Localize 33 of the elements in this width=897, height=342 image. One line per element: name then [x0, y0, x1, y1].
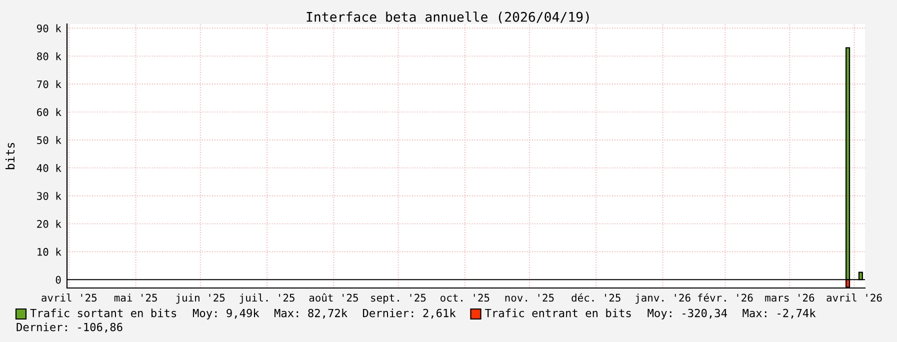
y-tick-label: 50 k — [37, 136, 62, 144]
y-tick-label: 90 k — [37, 24, 62, 32]
x-tick-label: janv. '26 — [636, 294, 690, 304]
text: Moy: -320,34 — [648, 308, 727, 320]
x-tick-label: juil. '25 — [240, 294, 294, 304]
text: Dernier: 2,61k — [362, 308, 456, 319]
y-tick-label: 70 k — [37, 80, 62, 88]
y-tick-label: 60 k — [37, 108, 62, 116]
text: Max: 82,72k — [274, 308, 348, 319]
y-axis-title: bits — [5, 142, 15, 170]
x-tick-label: avril '26 — [826, 294, 882, 302]
x-tick-label: mai '25 — [114, 294, 157, 302]
y-tick-label: 40 k — [36, 164, 62, 172]
x-tick-label: juin '25 — [176, 294, 225, 304]
x-tick-label: oct. '25 — [440, 294, 490, 302]
text: Dernier: -106,86 — [16, 322, 122, 333]
legend-label: Trafic entrant en bits — [485, 308, 631, 318]
y-tick-label: 10 k — [38, 248, 62, 256]
x-tick-label: avril '25 — [42, 294, 97, 302]
x-tick-label: nov. '25 — [505, 294, 554, 302]
text: Max: -2,74k — [742, 308, 816, 319]
y-tick-label: 20 k — [37, 220, 62, 228]
x-tick-label: août '25 — [309, 293, 358, 302]
legend-label: Trafic sortant en bits — [30, 308, 176, 318]
chart-title: Interface beta annuelle (2026/04/19) — [306, 12, 589, 24]
x-tick-label: sept. '25 — [371, 294, 426, 304]
y-tick-label: 0 — [56, 276, 61, 284]
x-tick-label: déc. '25 — [572, 293, 620, 302]
x-tick-label: févr. '26 — [698, 293, 753, 302]
text: Moy: 9,49k — [192, 308, 260, 320]
y-tick-label: 30 k — [37, 192, 62, 200]
y-tick-label: 80 k — [37, 52, 62, 60]
x-tick-label: mars '26 — [765, 294, 814, 302]
